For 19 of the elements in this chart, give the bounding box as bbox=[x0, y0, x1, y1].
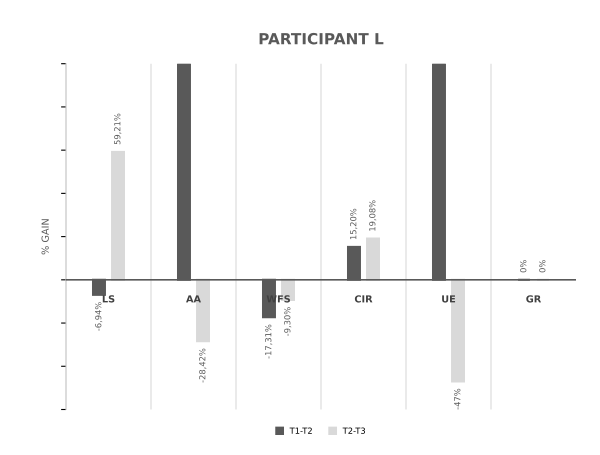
x-tick-label: CIR bbox=[354, 295, 372, 303]
legend-label: T2-T3 bbox=[342, 428, 366, 434]
data-label: -6,94% bbox=[95, 302, 102, 331]
data-label: -47% bbox=[454, 388, 460, 410]
x-tick-label: AA bbox=[186, 295, 201, 302]
chart-title: PARTICIPANT L bbox=[260, 32, 384, 44]
data-label: -28,42% bbox=[199, 348, 206, 383]
x-tick-label: LS bbox=[102, 295, 114, 303]
data-label: 15,20% bbox=[350, 208, 358, 240]
data-label: -17,31% bbox=[265, 324, 272, 359]
data-label: 0% bbox=[539, 260, 546, 272]
x-tick-label: GR bbox=[526, 295, 542, 303]
data-label: 59,21% bbox=[114, 114, 122, 144]
legend-label: T1-T2 bbox=[290, 428, 312, 434]
y-axis-title: % GAIN bbox=[41, 219, 49, 254]
data-label: 19,08% bbox=[369, 200, 376, 231]
data-label: 0% bbox=[520, 260, 526, 272]
data-label: -9,30% bbox=[284, 307, 292, 336]
x-tick-label: UE bbox=[442, 295, 456, 303]
